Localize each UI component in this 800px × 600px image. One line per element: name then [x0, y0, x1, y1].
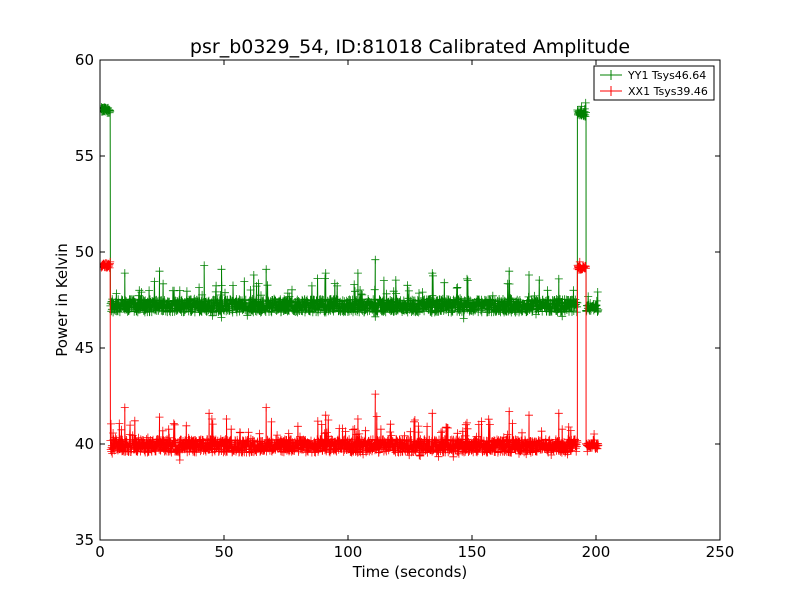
axis-ticks: 0 50 100 150 200 250 35 40 45 50 55 60 — [75, 51, 734, 561]
legend-marker-xx1 — [606, 86, 616, 96]
y-tick-label: 40 — [75, 435, 94, 453]
series-1 — [100, 257, 603, 464]
legend-label-yy1: YY1 Tsys46.64 — [627, 69, 706, 82]
x-axis-label: Time (seconds) — [352, 563, 468, 581]
y-tick-label: 35 — [75, 531, 94, 549]
series-0 — [100, 98, 603, 323]
x-tick-label: 200 — [582, 543, 611, 561]
y-axis-label: Power in Kelvin — [53, 243, 71, 357]
series-markers — [100, 257, 603, 464]
legend-label-xx1: XX1 Tsys39.46 — [628, 85, 708, 98]
series-layer — [100, 98, 603, 464]
x-tick-label: 0 — [95, 543, 105, 561]
legend-box — [593, 65, 715, 101]
series-line — [100, 102, 599, 319]
y-tick-label: 60 — [75, 51, 94, 69]
series-markers — [100, 98, 603, 323]
y-tick-label: 55 — [75, 147, 94, 165]
x-tick-label: 100 — [334, 543, 363, 561]
y-tick-label: 50 — [75, 243, 94, 261]
chart-title: psr_b0329_54, ID:81018 Calibrated Amplit… — [190, 36, 630, 58]
x-tick-label: 50 — [214, 543, 233, 561]
y-tick-label: 45 — [75, 339, 94, 357]
series-line — [100, 261, 599, 460]
plot-frame — [99, 59, 721, 541]
x-tick-label: 150 — [458, 543, 487, 561]
legend: YY1 Tsys46.64 XX1 Tsys39.46 — [593, 65, 715, 101]
x-tick-label: 250 — [706, 543, 735, 561]
legend-marker-yy1 — [606, 70, 616, 80]
